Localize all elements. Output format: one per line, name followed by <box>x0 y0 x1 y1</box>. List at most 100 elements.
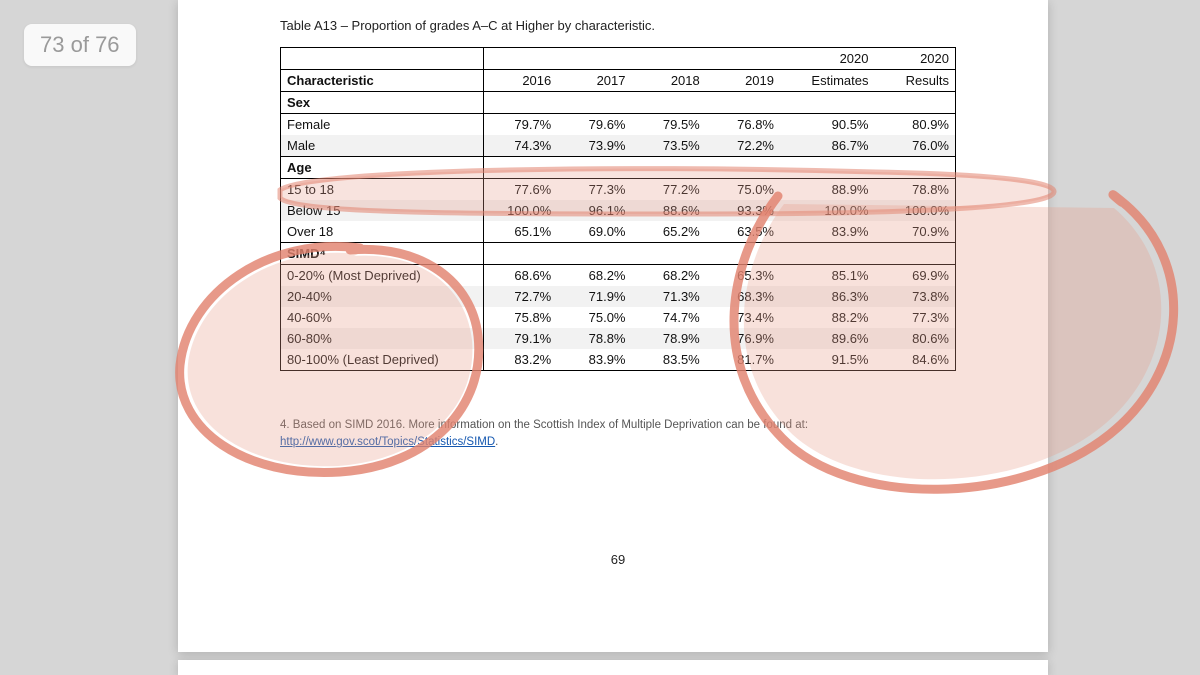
data-cell: 69.9% <box>875 265 956 287</box>
table-row: Over 1865.1%69.0%65.2%63.5%83.9%70.9% <box>281 221 956 243</box>
data-cell: 85.1% <box>780 265 875 287</box>
table-row: 40-60%75.8%75.0%74.7%73.4%88.2%77.3% <box>281 307 956 328</box>
grades-table: 2020 2020 Characteristic 2016 2017 2018 … <box>280 47 956 371</box>
data-cell: 83.9% <box>780 221 875 243</box>
row-stub: 20-40% <box>281 286 484 307</box>
data-cell: 89.6% <box>780 328 875 349</box>
row-stub: 40-60% <box>281 307 484 328</box>
row-stub: Over 18 <box>281 221 484 243</box>
document-page[interactable]: Table A13 – Proportion of grades A–C at … <box>178 0 1048 652</box>
table-row: 60-80%79.1%78.8%78.9%76.9%89.6%80.6% <box>281 328 956 349</box>
data-cell: 84.6% <box>875 349 956 371</box>
col-header-2020res-1: 2020 <box>875 48 956 70</box>
data-cell: 77.3% <box>557 179 631 201</box>
data-cell: 73.5% <box>632 135 706 157</box>
data-cell: 81.7% <box>706 349 780 371</box>
row-stub: 15 to 18 <box>281 179 484 201</box>
data-cell: 68.2% <box>557 265 631 287</box>
data-cell: 75.8% <box>483 307 557 328</box>
section-label: SIMD⁴ <box>281 243 484 265</box>
section-empty-cell <box>483 92 557 114</box>
page-sep: of <box>64 32 95 57</box>
data-cell: 80.6% <box>875 328 956 349</box>
data-cell: 96.1% <box>557 200 631 221</box>
col-header-2017: 2017 <box>557 70 631 92</box>
data-cell: 72.7% <box>483 286 557 307</box>
data-cell: 77.6% <box>483 179 557 201</box>
section-header-row: SIMD⁴ <box>281 243 956 265</box>
document-content: Table A13 – Proportion of grades A–C at … <box>178 0 1048 567</box>
data-cell: 74.7% <box>632 307 706 328</box>
row-stub: 80-100% (Least Deprived) <box>281 349 484 371</box>
table-row: Male74.3%73.9%73.5%72.2%86.7%76.0% <box>281 135 956 157</box>
data-cell: 86.7% <box>780 135 875 157</box>
table-body: SexFemale79.7%79.6%79.5%76.8%90.5%80.9%M… <box>281 92 956 371</box>
data-cell: 76.9% <box>706 328 780 349</box>
data-cell: 78.8% <box>875 179 956 201</box>
section-empty-cell <box>632 157 706 179</box>
data-cell: 70.9% <box>875 221 956 243</box>
footnote-link[interactable]: http://www.gov.scot/Topics/Statistics/SI… <box>280 436 495 448</box>
data-cell: 83.2% <box>483 349 557 371</box>
section-empty-cell <box>557 243 631 265</box>
data-cell: 71.9% <box>557 286 631 307</box>
data-cell: 68.6% <box>483 265 557 287</box>
data-cell: 77.3% <box>875 307 956 328</box>
data-cell: 100.0% <box>483 200 557 221</box>
col-header-blank <box>281 48 484 70</box>
data-cell: 65.2% <box>632 221 706 243</box>
table-row: 80-100% (Least Deprived)83.2%83.9%83.5%8… <box>281 349 956 371</box>
next-document-page-peek[interactable] <box>178 660 1048 675</box>
data-cell: 71.3% <box>632 286 706 307</box>
col-header-2018: 2018 <box>632 70 706 92</box>
section-empty-cell <box>557 157 631 179</box>
row-stub: 0-20% (Most Deprived) <box>281 265 484 287</box>
section-empty-cell <box>706 243 780 265</box>
data-cell: 77.2% <box>632 179 706 201</box>
col-header-2016: 2016 <box>483 70 557 92</box>
data-cell: 100.0% <box>780 200 875 221</box>
data-cell: 69.0% <box>557 221 631 243</box>
data-cell: 73.4% <box>706 307 780 328</box>
data-cell: 75.0% <box>557 307 631 328</box>
data-cell: 79.5% <box>632 114 706 136</box>
section-empty-cell <box>875 157 956 179</box>
data-cell: 74.3% <box>483 135 557 157</box>
data-cell: 65.3% <box>706 265 780 287</box>
data-cell: 68.3% <box>706 286 780 307</box>
data-cell: 93.3% <box>706 200 780 221</box>
data-cell: 73.8% <box>875 286 956 307</box>
section-empty-cell <box>780 243 875 265</box>
table-row: 15 to 1877.6%77.3%77.2%75.0%88.9%78.8% <box>281 179 956 201</box>
data-cell: 83.9% <box>557 349 631 371</box>
data-cell: 79.7% <box>483 114 557 136</box>
data-cell: 100.0% <box>875 200 956 221</box>
data-cell: 76.8% <box>706 114 780 136</box>
row-stub: 60-80% <box>281 328 484 349</box>
current-page: 73 <box>40 32 64 57</box>
section-label: Age <box>281 157 484 179</box>
table-row: 0-20% (Most Deprived)68.6%68.2%68.2%65.3… <box>281 265 956 287</box>
footnote: 4. Based on SIMD 2016. More information … <box>280 417 956 452</box>
data-cell: 83.5% <box>632 349 706 371</box>
data-cell: 88.6% <box>632 200 706 221</box>
section-empty-cell <box>780 157 875 179</box>
data-cell: 68.2% <box>632 265 706 287</box>
data-cell: 80.9% <box>875 114 956 136</box>
section-empty-cell <box>706 92 780 114</box>
section-empty-cell <box>632 92 706 114</box>
data-cell: 75.0% <box>706 179 780 201</box>
data-cell: 79.1% <box>483 328 557 349</box>
section-empty-cell <box>780 92 875 114</box>
section-empty-cell <box>483 157 557 179</box>
col-header-blank <box>483 48 557 70</box>
section-empty-cell <box>706 157 780 179</box>
table-row: Female79.7%79.6%79.5%76.8%90.5%80.9% <box>281 114 956 136</box>
table-header: 2020 2020 Characteristic 2016 2017 2018 … <box>281 48 956 92</box>
col-header-2020est-2: Estimates <box>780 70 875 92</box>
data-cell: 79.6% <box>557 114 631 136</box>
data-cell: 90.5% <box>780 114 875 136</box>
data-cell: 86.3% <box>780 286 875 307</box>
viewer-viewport: 73 of 76 Table A13 – Proportion of grade… <box>0 0 1200 675</box>
table-caption: Table A13 – Proportion of grades A–C at … <box>280 18 956 33</box>
